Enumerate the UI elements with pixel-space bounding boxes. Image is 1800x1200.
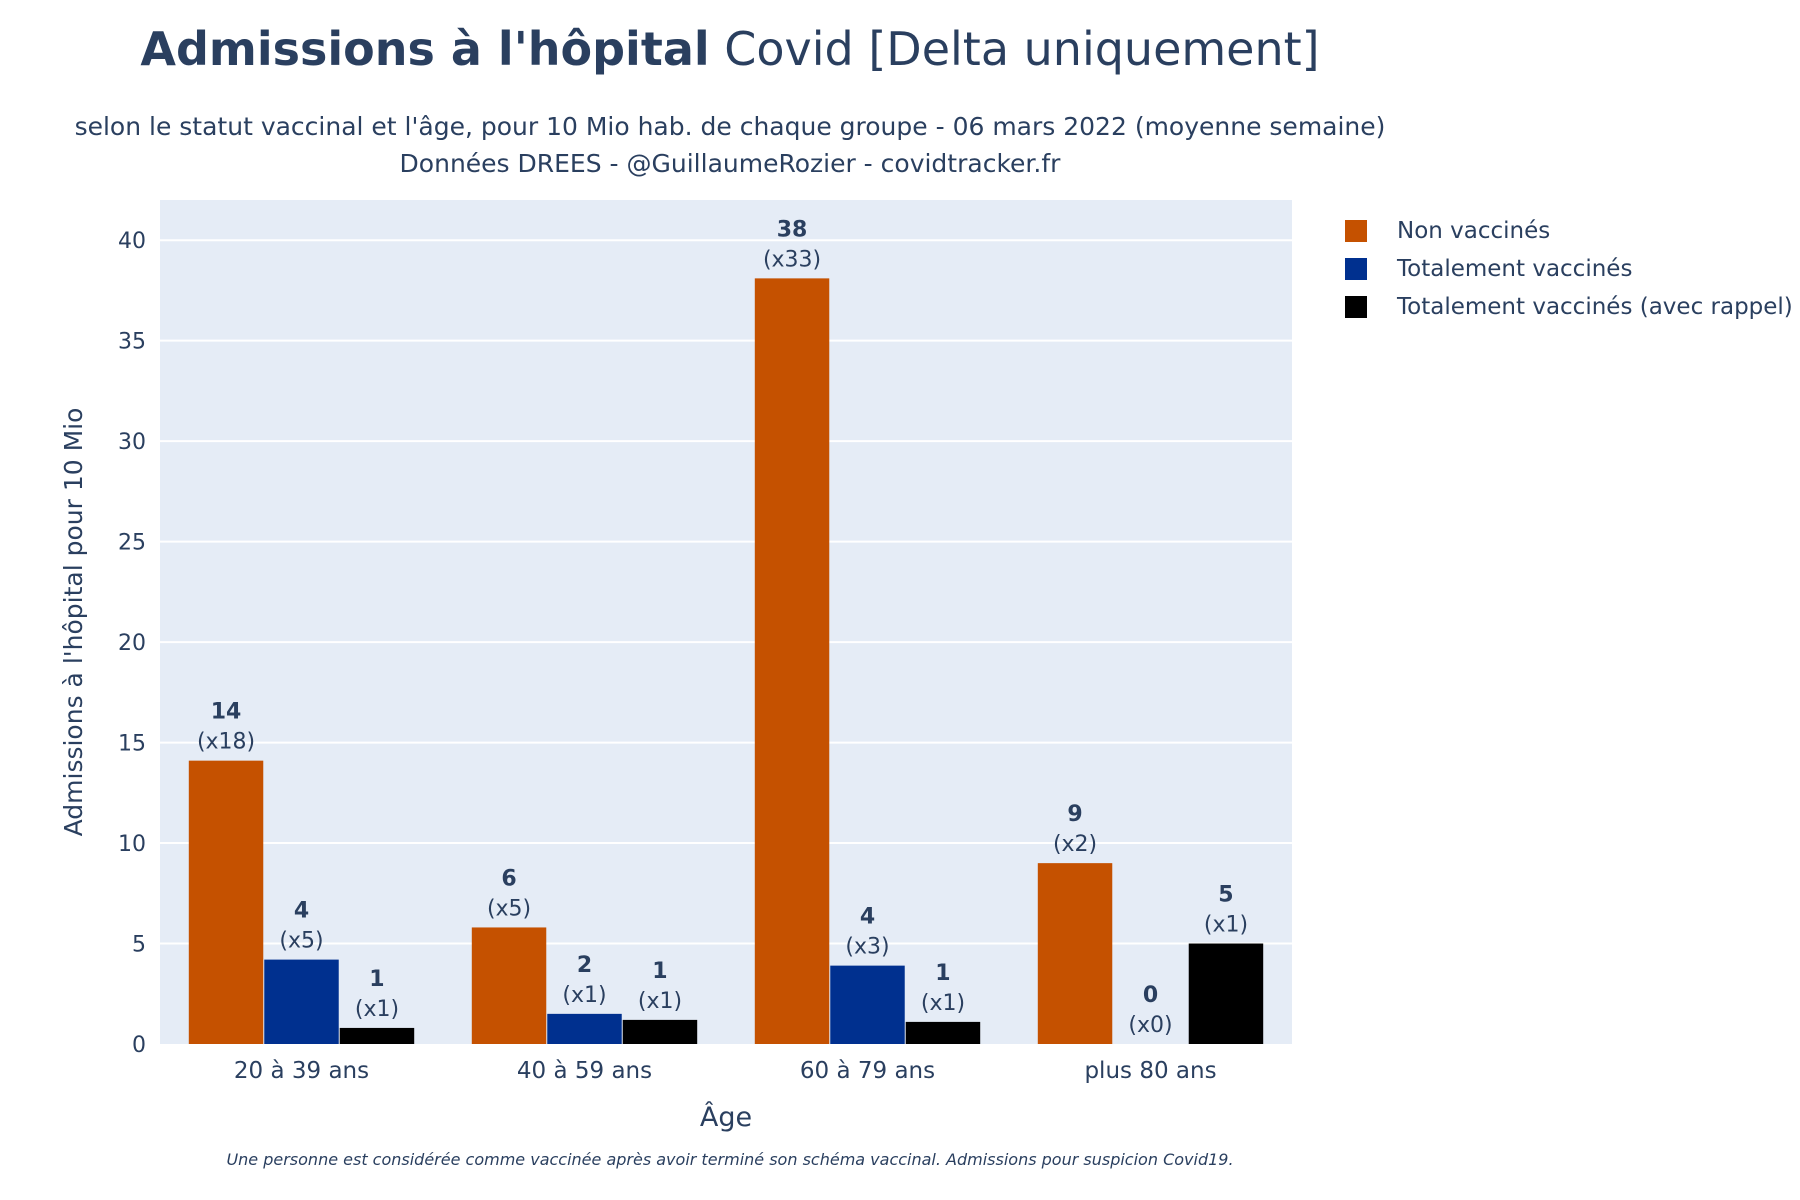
- bar-value-label: 4: [860, 905, 875, 930]
- bar-value-label: 0: [1143, 983, 1158, 1008]
- bar-value-label: 1: [935, 961, 950, 986]
- legend-swatch: [1345, 258, 1367, 280]
- legend-label: Totalement vaccinés (avec rappel): [1397, 294, 1793, 320]
- bar: [622, 1019, 698, 1044]
- bar-value-label: 14: [211, 700, 242, 725]
- bar-ratio-label: (x1): [1204, 913, 1248, 938]
- chart-title-bold: Admissions à l'hôpital: [140, 22, 710, 76]
- legend-label: Non vaccinés: [1397, 218, 1551, 244]
- data-labels: 14 (x18) 4 (x5) 1 (x1) 6 (x5) 2 (x1) 1 (x1) 38 (x33) 4…: [197, 217, 1248, 1038]
- bar-ratio-label: (x1): [921, 991, 965, 1016]
- bar-ratio-label: (x1): [638, 989, 682, 1014]
- legend-item[interactable]: Totalement vaccinés: [1345, 250, 1793, 288]
- x-axis: 20 à 39 ans 40 à 59 ans 60 à 79 ans plus 80…: [234, 1058, 1217, 1084]
- bar-ratio-label: (x18): [197, 730, 255, 755]
- bar: [1188, 943, 1264, 1044]
- legend-label: Totalement vaccinés: [1397, 256, 1633, 282]
- bar: [754, 278, 830, 1044]
- bar-value-label: 4: [294, 899, 309, 924]
- bar: [471, 927, 547, 1044]
- y-tick-label: 25: [118, 531, 146, 556]
- bar-ratio-label: (x5): [487, 896, 531, 921]
- y-tick-label: 10: [118, 832, 146, 857]
- bar: [905, 1021, 981, 1044]
- bar-ratio-label: (x0): [1128, 1013, 1172, 1038]
- y-axis-title: Admissions à l'hôpital pour 10 Mio: [59, 408, 88, 837]
- x-tick-label: 20 à 39 ans: [234, 1058, 369, 1084]
- bar-ratio-label: (x1): [355, 997, 399, 1022]
- bar: [188, 760, 264, 1044]
- bar-ratio-label: (x33): [763, 247, 821, 272]
- legend-swatch: [1345, 220, 1367, 242]
- bar-value-label: 38: [777, 217, 808, 242]
- x-axis-title: Âge: [700, 1101, 752, 1133]
- legend-item[interactable]: Totalement vaccinés (avec rappel): [1345, 288, 1793, 326]
- y-axis: 0 5 10 15 20 25 30 35 40: [118, 229, 146, 1058]
- bar: [830, 965, 905, 1044]
- bar: [264, 959, 339, 1044]
- y-tick-label: 40: [118, 229, 146, 254]
- legend-item[interactable]: Non vaccinés: [1345, 212, 1793, 250]
- x-tick-label: 40 à 59 ans: [517, 1058, 652, 1084]
- bar-value-label: 1: [369, 967, 384, 992]
- subtitle-line-1: selon le statut vaccinal et l'âge, pour …: [74, 112, 1386, 141]
- y-tick-label: 0: [132, 1033, 146, 1058]
- x-tick-label: 60 à 79 ans: [800, 1058, 935, 1084]
- y-tick-label: 15: [118, 732, 146, 757]
- legend-swatch: [1345, 296, 1367, 318]
- plot-area: [160, 200, 1292, 1044]
- chart-title: Admissions à l'hôpital Covid [Delta uniq…: [0, 22, 1460, 76]
- y-tick-label: 20: [118, 631, 146, 656]
- bar: [1037, 863, 1113, 1044]
- bar-ratio-label: (x2): [1053, 832, 1097, 857]
- y-tick-label: 30: [118, 430, 146, 455]
- bar: [339, 1027, 415, 1044]
- y-tick-label: 35: [118, 330, 146, 355]
- y-tick-label: 5: [132, 933, 146, 958]
- bar-ratio-label: (x1): [562, 983, 606, 1008]
- bar-value-label: 6: [501, 866, 516, 891]
- chart-subtitle: selon le statut vaccinal et l'âge, pour …: [0, 108, 1460, 182]
- x-tick-label: plus 80 ans: [1084, 1058, 1216, 1084]
- subtitle-line-2: Données DREES - @GuillaumeRozier - covid…: [399, 149, 1061, 178]
- bar-value-label: 2: [577, 953, 592, 978]
- bar: [547, 1013, 622, 1044]
- bar-ratio-label: (x5): [279, 929, 323, 954]
- bar-ratio-label: (x3): [845, 935, 889, 960]
- legend: Non vaccinés Totalement vaccinés Totalemen…: [1345, 212, 1793, 326]
- chart-title-rest: Covid [Delta uniquement]: [709, 22, 1320, 76]
- footnote: Une personne est considérée comme vaccin…: [226, 1150, 1234, 1169]
- bar-value-label: 5: [1218, 883, 1233, 908]
- bar-value-label: 1: [652, 959, 667, 984]
- bars: [188, 278, 1264, 1044]
- bar-value-label: 9: [1067, 802, 1082, 827]
